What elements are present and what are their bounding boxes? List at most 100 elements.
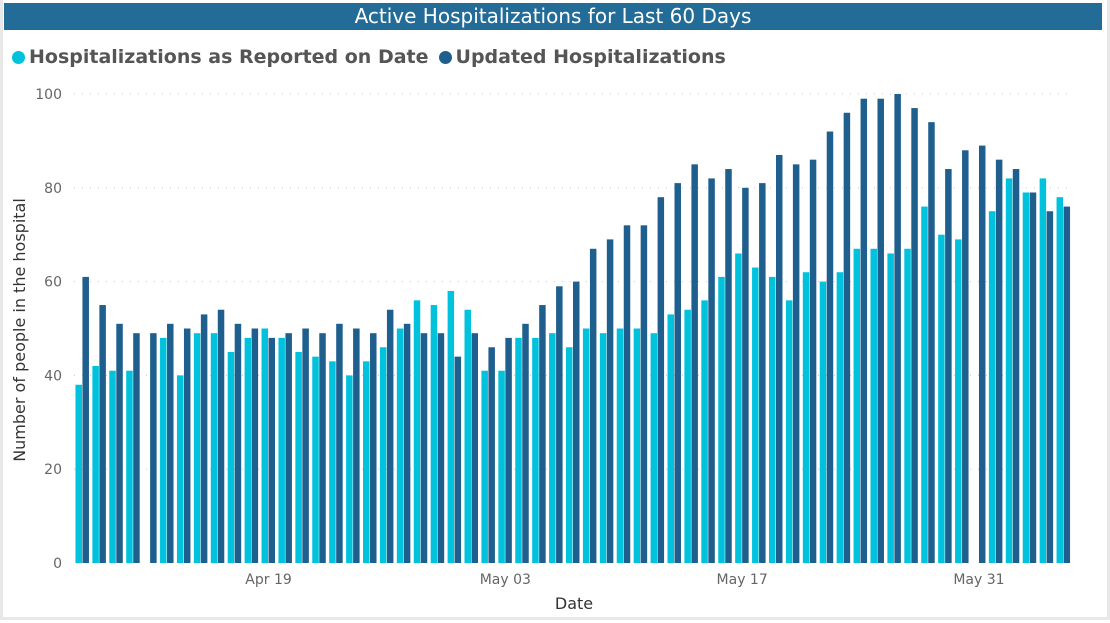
bar-updated[interactable] [978, 145, 986, 563]
bar-reported[interactable] [346, 375, 353, 563]
bar-reported[interactable] [785, 300, 793, 563]
bar-updated[interactable] [640, 225, 648, 563]
bar-updated[interactable] [539, 305, 546, 563]
bar-reported[interactable] [532, 337, 539, 563]
bar-updated[interactable] [759, 183, 766, 564]
bar-updated[interactable] [505, 337, 512, 563]
bar-reported[interactable] [396, 328, 404, 564]
bar-reported[interactable] [464, 309, 472, 563]
bar-updated[interactable] [319, 333, 326, 563]
bar-updated[interactable] [792, 164, 800, 563]
bar-reported[interactable] [261, 328, 269, 564]
bar-reported[interactable] [718, 276, 725, 563]
bar-updated[interactable] [809, 159, 817, 563]
bar-updated[interactable] [928, 122, 935, 563]
bar-reported[interactable] [75, 384, 82, 563]
bar-updated[interactable] [183, 328, 191, 564]
bar-updated[interactable] [945, 169, 952, 564]
bar-updated[interactable] [775, 154, 783, 563]
bar-reported[interactable] [210, 333, 218, 563]
bar-updated[interactable] [133, 333, 140, 563]
bar-updated[interactable] [606, 239, 614, 563]
bar-reported[interactable] [549, 333, 556, 563]
bar-updated[interactable] [691, 164, 698, 563]
bar-updated[interactable] [167, 323, 174, 563]
bar-updated[interactable] [657, 197, 665, 563]
bar-reported[interactable] [193, 333, 201, 563]
bar-updated[interactable] [962, 150, 969, 563]
bar-updated[interactable] [370, 333, 377, 563]
bar-reported[interactable] [295, 351, 302, 563]
bar-updated[interactable] [336, 323, 343, 563]
bar-reported[interactable] [735, 253, 742, 563]
bar-reported[interactable] [481, 370, 488, 563]
bar-reported[interactable] [498, 370, 505, 563]
bar-updated[interactable] [1063, 206, 1071, 563]
bar-reported[interactable] [109, 370, 116, 563]
bar-updated[interactable] [522, 323, 529, 563]
bar-updated[interactable] [742, 187, 749, 564]
bar-updated[interactable] [268, 337, 276, 563]
bar-updated[interactable] [911, 108, 918, 563]
bar-reported[interactable] [836, 272, 844, 563]
bar-reported[interactable] [515, 337, 522, 563]
bar-updated[interactable] [285, 333, 292, 563]
bar-reported[interactable] [870, 248, 877, 563]
bar-reported[interactable] [413, 300, 421, 563]
bar-updated[interactable] [573, 281, 580, 563]
bar-reported[interactable] [921, 206, 928, 563]
bar-updated[interactable] [826, 131, 834, 563]
bar-updated[interactable] [403, 323, 411, 563]
bar-updated[interactable] [420, 333, 428, 563]
bar-updated[interactable] [217, 309, 225, 563]
bar-reported[interactable] [768, 276, 776, 563]
bar-reported[interactable] [684, 309, 691, 563]
bar-updated[interactable] [386, 309, 394, 563]
bar-updated[interactable] [471, 333, 479, 563]
bar-reported[interactable] [701, 300, 708, 563]
bar-reported[interactable] [430, 305, 438, 563]
bar-reported[interactable] [244, 337, 252, 563]
bar-updated[interactable] [302, 328, 309, 564]
bar-updated[interactable] [1029, 192, 1037, 564]
bar-updated[interactable] [708, 178, 715, 564]
bar-updated[interactable] [843, 112, 851, 563]
bar-reported[interactable] [853, 248, 861, 563]
bar-reported[interactable] [802, 272, 810, 563]
bar-reported[interactable] [227, 351, 235, 563]
bar-updated[interactable] [995, 159, 1003, 563]
bar-reported[interactable] [92, 366, 99, 563]
bar-updated[interactable] [1012, 169, 1020, 564]
bar-reported[interactable] [988, 211, 996, 563]
bar-reported[interactable] [329, 361, 336, 563]
bar-updated[interactable] [556, 286, 563, 563]
bar-updated[interactable] [725, 169, 732, 564]
bar-reported[interactable] [887, 253, 894, 563]
bar-reported[interactable] [160, 337, 167, 563]
bar-reported[interactable] [904, 248, 911, 563]
bar-reported[interactable] [379, 347, 387, 563]
bar-updated[interactable] [623, 225, 631, 563]
bar-reported[interactable] [176, 375, 184, 563]
bar-reported[interactable] [582, 328, 590, 564]
bar-reported[interactable] [1022, 192, 1030, 564]
bar-reported[interactable] [1005, 178, 1013, 564]
bar-reported[interactable] [447, 290, 455, 563]
bar-updated[interactable] [894, 94, 901, 563]
bar-updated[interactable] [82, 276, 89, 563]
bar-reported[interactable] [126, 370, 133, 563]
bar-reported[interactable] [633, 328, 641, 564]
bar-updated[interactable] [488, 347, 495, 563]
bar-updated[interactable] [353, 328, 360, 564]
bar-reported[interactable] [955, 239, 962, 563]
legend-item-updated[interactable]: Updated Hospitalizations [438, 46, 726, 68]
bar-updated[interactable] [251, 328, 259, 564]
bar-updated[interactable] [454, 356, 462, 563]
bar-reported[interactable] [566, 347, 573, 563]
bar-updated[interactable] [116, 323, 123, 563]
bar-updated[interactable] [589, 248, 597, 563]
bar-reported[interactable] [312, 356, 319, 563]
bar-updated[interactable] [234, 323, 242, 563]
bar-reported[interactable] [938, 234, 945, 563]
bar-reported[interactable] [819, 281, 827, 563]
